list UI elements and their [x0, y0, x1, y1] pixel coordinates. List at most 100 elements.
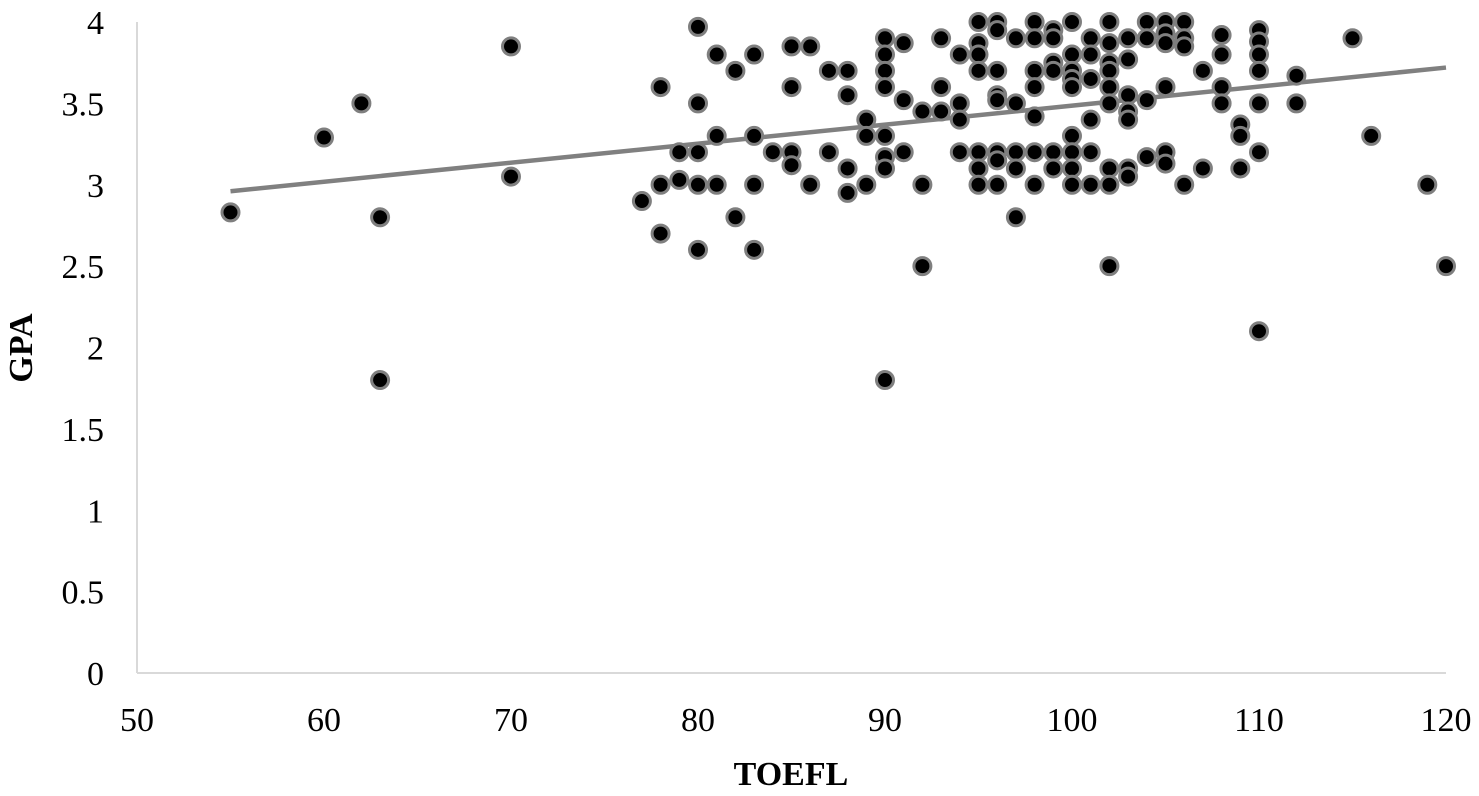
data-point [818, 60, 839, 81]
data-point [912, 174, 933, 195]
data-point [931, 101, 952, 122]
data-point [837, 158, 858, 179]
data-point [1249, 142, 1269, 163]
data-point [875, 158, 895, 179]
data-point [669, 142, 690, 163]
data-point [370, 370, 391, 391]
data-point [1024, 77, 1045, 98]
data-point [781, 77, 802, 98]
data-point [1099, 77, 1120, 98]
trendline-layer [230, 65, 1447, 194]
data-point [987, 90, 1008, 111]
data-point [875, 125, 895, 146]
data-point [1099, 256, 1120, 277]
data-point [706, 125, 727, 146]
y-tick-label: 4 [87, 5, 104, 42]
data-point [1118, 49, 1139, 70]
data-point [1118, 109, 1139, 130]
data-point [1211, 77, 1232, 98]
data-point [1136, 28, 1157, 49]
data-point [1062, 77, 1082, 98]
data-point [968, 60, 989, 81]
data-point [1005, 28, 1026, 49]
data-point [1024, 174, 1045, 195]
data-point [1043, 142, 1064, 163]
x-tick-label: 50 [120, 702, 154, 739]
data-point [1080, 174, 1101, 195]
data-point [968, 174, 989, 195]
data-point [1230, 125, 1251, 146]
data-point [837, 85, 858, 106]
tick-labels: 50 60 70 80 90 100 110 120 0 0.5 1 1.5 2 2.5 3 3.5 4 [62, 5, 1472, 739]
data-point [669, 169, 690, 190]
data-point [631, 191, 652, 212]
data-point [912, 256, 933, 277]
data-point [949, 93, 970, 114]
data-point [837, 182, 858, 203]
data-point [818, 142, 839, 163]
data-point [968, 142, 989, 163]
data-point [650, 174, 671, 195]
data-point [1155, 153, 1176, 174]
data-point [837, 60, 858, 81]
y-tick-label: 0.5 [62, 575, 105, 612]
data-point [744, 174, 765, 195]
linear-trendline [230, 65, 1447, 194]
data-point [1024, 106, 1045, 127]
y-axis-title: GPA [3, 313, 40, 383]
data-point [1192, 60, 1213, 81]
data-point [1249, 44, 1269, 65]
data-point [1043, 28, 1064, 49]
data-point [1043, 158, 1064, 179]
data-point [744, 44, 765, 65]
data-point [688, 239, 708, 260]
data-point [1005, 207, 1026, 228]
data-point [987, 20, 1008, 41]
data-point [1249, 321, 1269, 342]
data-point [968, 158, 989, 179]
data-point [1155, 33, 1176, 54]
data-point [1286, 93, 1307, 114]
data-point [875, 28, 895, 49]
data-point [1249, 93, 1269, 114]
data-point [725, 60, 746, 81]
data-point [893, 90, 914, 111]
data-point [875, 60, 895, 81]
data-point [893, 142, 914, 163]
data-point [987, 60, 1008, 81]
data-point [351, 93, 372, 114]
data-point [1286, 65, 1307, 86]
x-tick-label: 60 [307, 702, 341, 739]
data-point [968, 12, 989, 32]
x-tick-label: 120 [1421, 702, 1472, 739]
data-point [220, 202, 241, 223]
data-point [370, 207, 391, 228]
data-point [762, 142, 783, 163]
data-point [875, 77, 895, 98]
data-point [968, 44, 989, 65]
x-tick-label: 100 [1047, 702, 1098, 739]
data-points [220, 12, 1456, 391]
data-point [1174, 12, 1195, 32]
data-point [1043, 60, 1064, 81]
data-point [688, 93, 708, 114]
data-point [856, 109, 877, 130]
data-point [781, 155, 802, 176]
data-point [1024, 28, 1045, 49]
data-point [1080, 142, 1101, 163]
data-point [1211, 44, 1232, 65]
data-point [987, 150, 1008, 171]
y-tick-label: 3 [87, 168, 104, 205]
axes [136, 22, 1446, 674]
data-point [706, 44, 727, 65]
data-point [688, 142, 708, 163]
y-tick-label: 3.5 [62, 86, 105, 123]
data-point [856, 174, 877, 195]
data-point [1174, 36, 1195, 57]
data-point [688, 16, 708, 37]
data-point [1118, 166, 1139, 187]
data-point [1249, 60, 1269, 81]
data-point [987, 174, 1008, 195]
